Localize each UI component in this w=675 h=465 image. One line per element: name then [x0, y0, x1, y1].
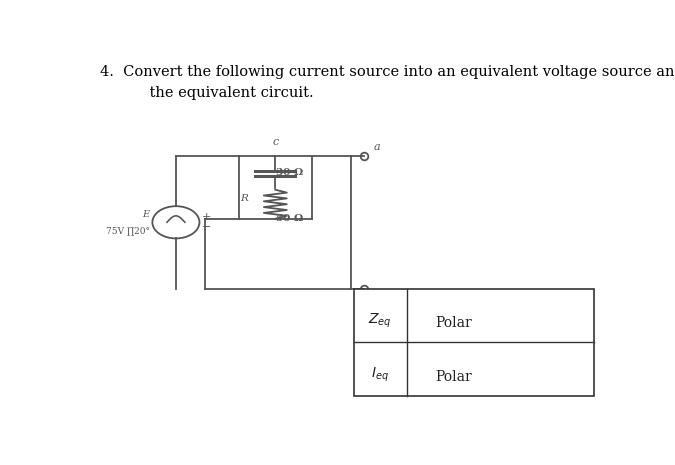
Text: $Z_{eq}$: $Z_{eq}$ — [369, 312, 392, 331]
Text: R: R — [240, 194, 248, 203]
Text: −: − — [202, 222, 211, 232]
Text: Polar: Polar — [435, 370, 472, 384]
Text: Polar: Polar — [435, 316, 472, 331]
FancyBboxPatch shape — [354, 288, 595, 396]
Text: 75V ∏20°: 75V ∏20° — [106, 226, 150, 235]
Text: 50 Ω: 50 Ω — [276, 214, 304, 223]
Text: the equivalent circuit.: the equivalent circuit. — [132, 86, 314, 100]
Text: +: + — [202, 213, 211, 222]
Text: 4.  Convert the following current source into an equivalent voltage source and d: 4. Convert the following current source … — [100, 65, 675, 79]
Text: b: b — [363, 301, 371, 311]
Text: 30 Ω: 30 Ω — [276, 168, 304, 177]
Text: E: E — [142, 210, 150, 219]
Text: a: a — [374, 142, 380, 152]
Text: c: c — [272, 137, 279, 147]
Text: $I_{eq}$: $I_{eq}$ — [371, 366, 389, 384]
